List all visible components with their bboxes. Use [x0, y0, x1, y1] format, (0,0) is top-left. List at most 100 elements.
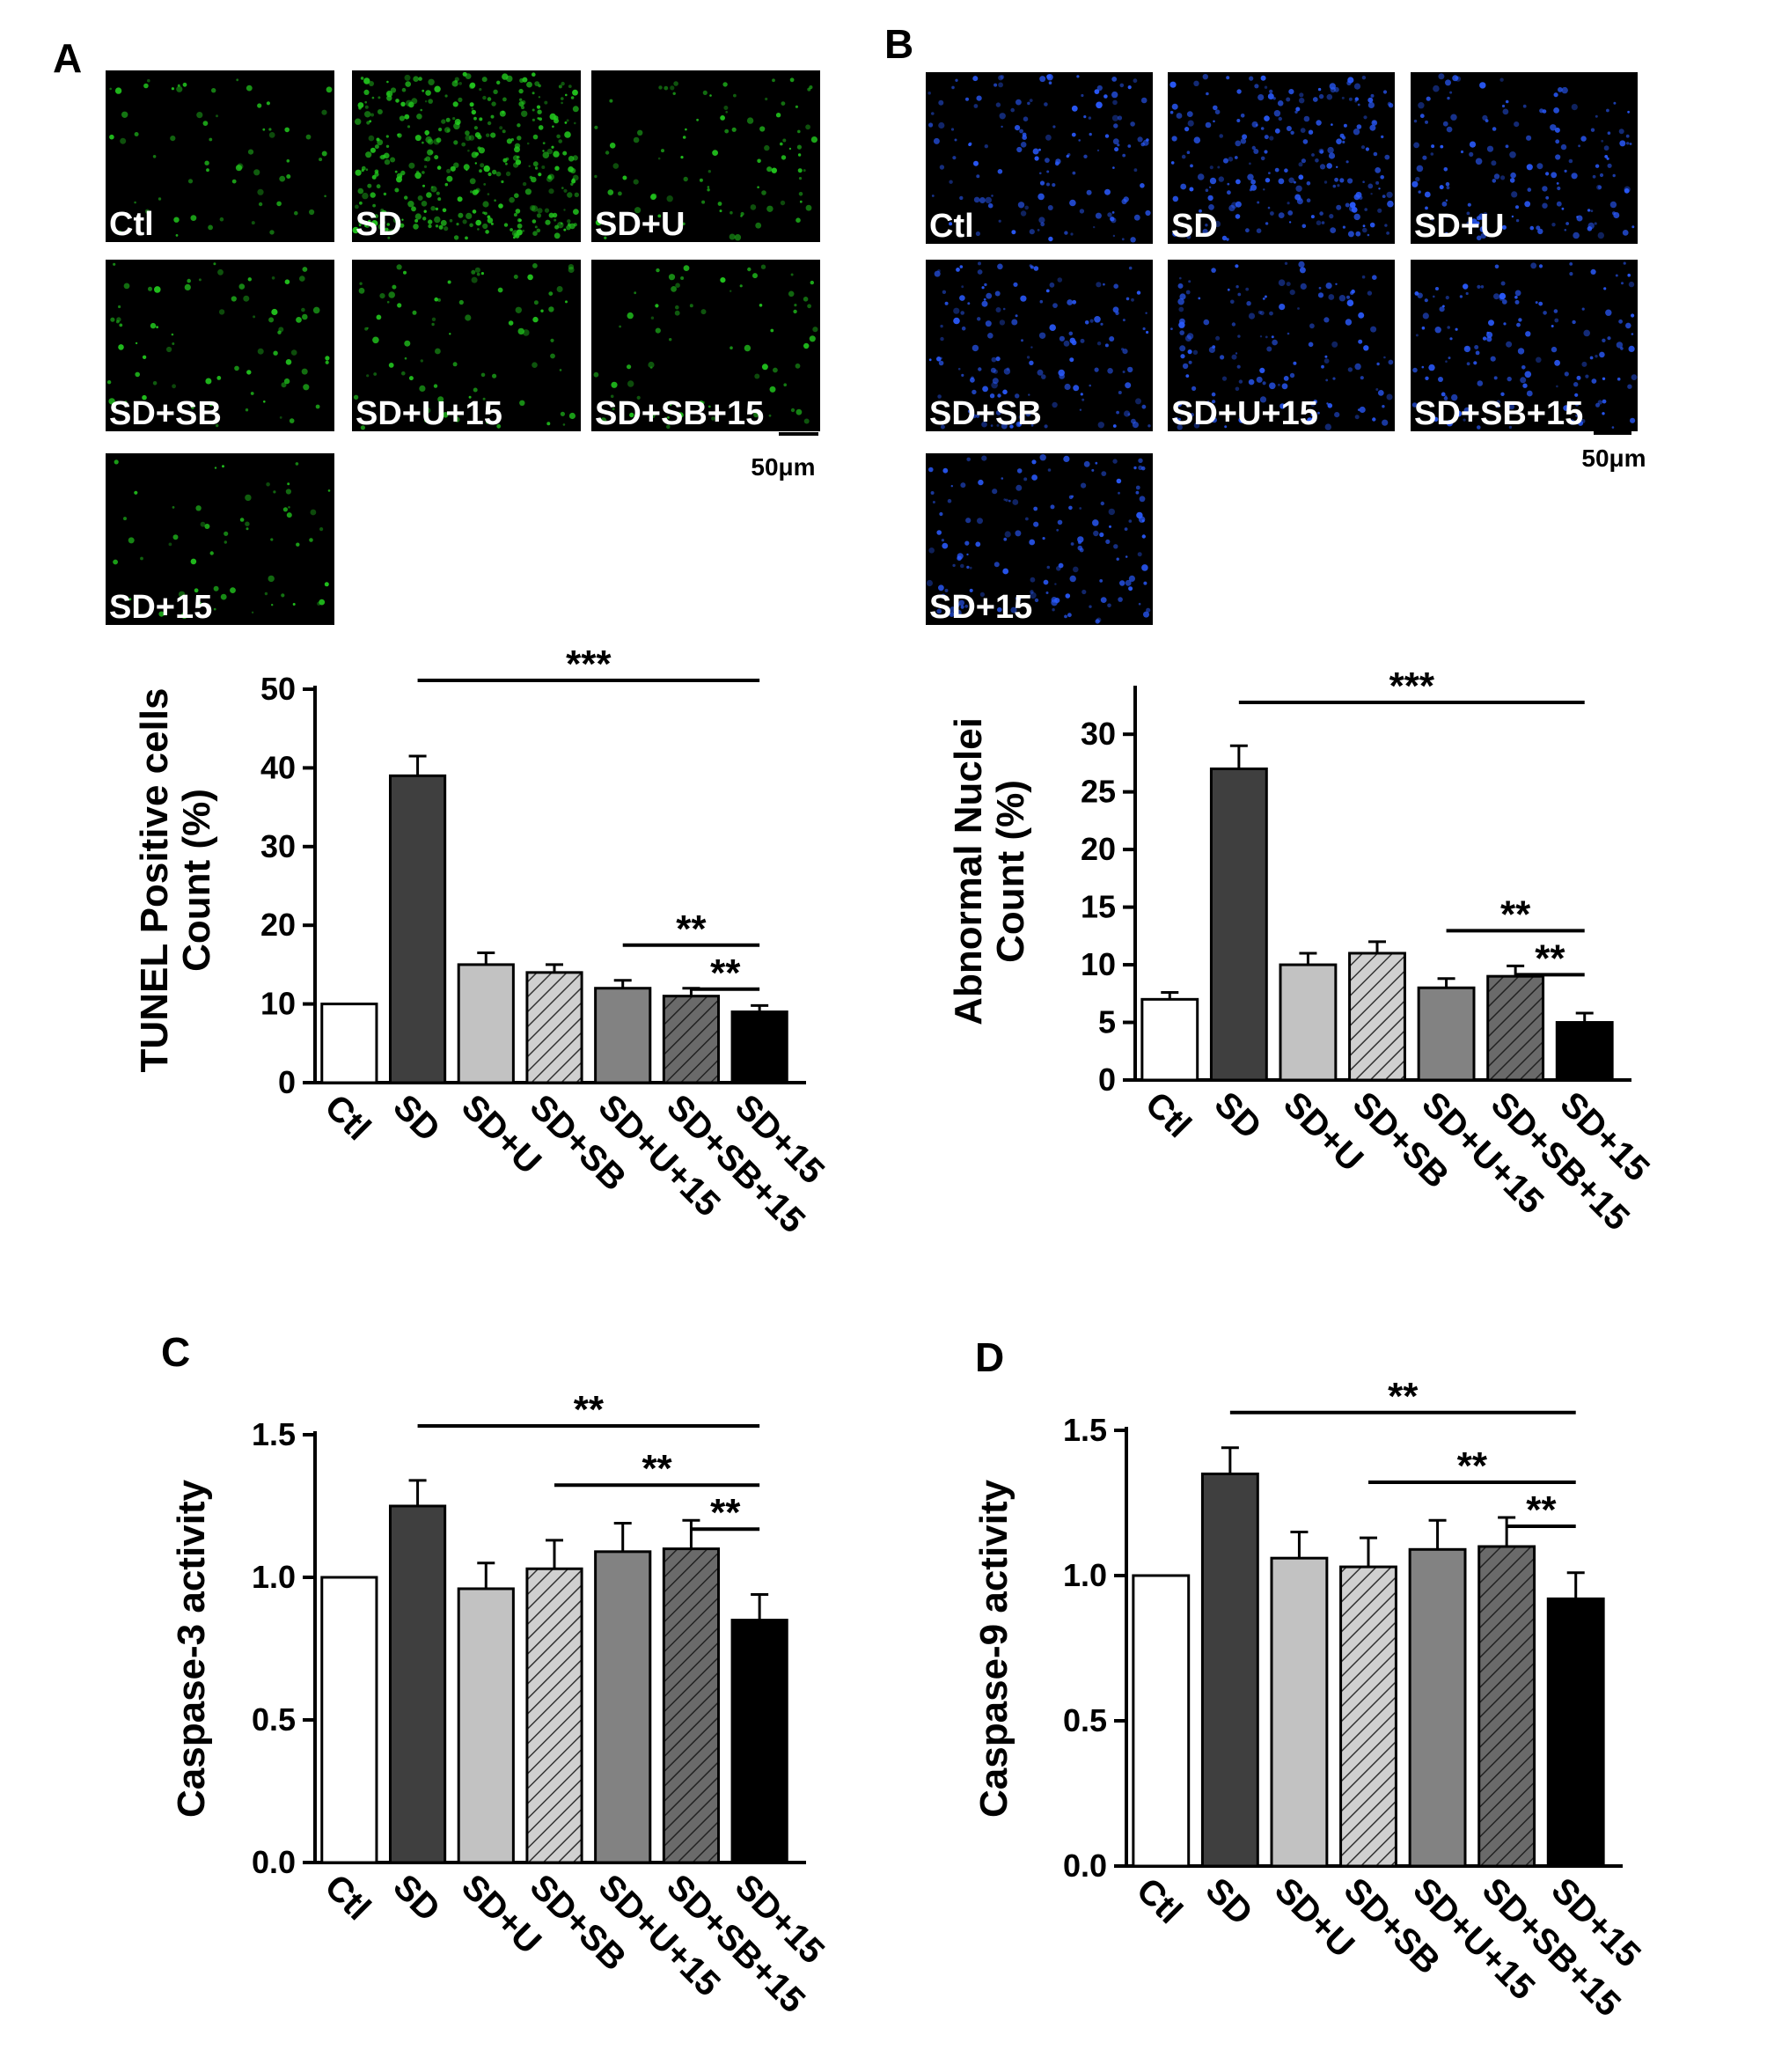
bar-sd-plus-sb: [1339, 1565, 1397, 1868]
panel-letter-b: B: [884, 21, 913, 67]
tunel-bar-chart: 0 10 20 30 40 50 TUNEL Positive cells Count (%)…: [133, 643, 832, 1240]
panel-a-micrographs: Ctl SD SD+U SD+SB SD+U+15 SD+SB+15 SD+15: [106, 70, 820, 626]
y-tick-label: 10: [260, 986, 296, 1022]
bar-sd-plus-sb: [525, 1567, 583, 1864]
bar-sd-plus-u-plus-15: [594, 987, 652, 1084]
y-tick-label: 25: [1081, 774, 1116, 810]
y-axis-title-line: Count (%): [175, 789, 218, 972]
micrograph-label: SD+U: [595, 206, 685, 243]
bar-ctl: [1140, 997, 1199, 1082]
micrograph-cells: [1169, 74, 1394, 241]
x-tick-label: SD: [1206, 1084, 1268, 1146]
y-tick-label: 50: [260, 671, 296, 707]
micrograph-label: SD+SB+15: [595, 395, 764, 432]
y-axis-title: Abnormal Nuclei Count (%): [947, 717, 1032, 1025]
bar-sd-plus-15: [730, 1010, 788, 1084]
y-axis-title-line: TUNEL Positive cells: [133, 688, 176, 1073]
panel-b-scale-bar: 50μm: [1581, 431, 1646, 472]
panel-b-image-sd-plus-u-plus-15: SD+U+15: [1168, 260, 1395, 432]
bar-sd-plus-sb-plus-15: [1486, 974, 1545, 1082]
micrograph-cells: [113, 459, 331, 620]
significance-label: **: [1457, 1444, 1488, 1488]
panel-b-image-ctl: Ctl: [926, 72, 1153, 245]
micrograph-cells: [926, 454, 1151, 624]
significance-label: **: [710, 1491, 741, 1534]
micrograph-cells: [593, 264, 818, 430]
y-axis-title: TUNEL Positive cells Count (%): [133, 688, 218, 1073]
x-tick-label: Ctl: [1138, 1084, 1199, 1145]
micrograph-cells: [109, 78, 333, 237]
x-tick-label: Ctl: [317, 1867, 378, 1928]
micrograph-cells: [1411, 73, 1635, 241]
y-tick-label: 5: [1098, 1004, 1116, 1040]
bar-sd: [388, 1504, 447, 1864]
x-tick-label: SD+U: [454, 1087, 548, 1181]
significance-label: **: [574, 1388, 605, 1431]
micrograph-label: SD: [1171, 208, 1218, 245]
bar-sd-plus-u-plus-15: [1417, 986, 1476, 1082]
y-tick-label: 30: [260, 828, 296, 864]
micrograph-background: [1411, 260, 1638, 431]
bar-sd-plus-u-plus-15: [594, 1550, 652, 1864]
micrograph-cells: [928, 261, 1151, 430]
y-tick-label: 20: [1081, 831, 1116, 867]
y-tick-label: 1.0: [1063, 1557, 1107, 1593]
x-tick-label: SD: [385, 1867, 447, 1929]
y-tick-label: 0.0: [1063, 1848, 1107, 1884]
bar-sd-plus-u: [1270, 1556, 1329, 1868]
bar-sd-plus-u: [457, 963, 515, 1084]
micrograph-cells: [927, 74, 1151, 243]
panel-a-image-ctl: Ctl: [106, 70, 334, 243]
y-tick-label: 15: [1081, 889, 1116, 925]
y-tick-label: 40: [260, 749, 296, 785]
y-axis-title-line: Caspase-3 activity: [170, 1479, 213, 1818]
y-tick-label: 1.5: [252, 1416, 296, 1452]
significance-label: **: [1535, 937, 1565, 980]
y-axis-title-line: Caspase-9 activity: [972, 1479, 1015, 1818]
panel-a-image-sd-plus-sb-plus-15: SD+SB+15: [591, 260, 820, 432]
bar-sd-plus-sb: [1348, 952, 1406, 1082]
bar-sd: [1209, 767, 1268, 1082]
panel-letter-d: D: [975, 1334, 1004, 1380]
significance-label: **: [642, 1447, 672, 1490]
bar-sd-plus-sb: [525, 971, 583, 1084]
micrograph-label: Ctl: [109, 206, 154, 243]
micrograph-label: SD+15: [929, 589, 1032, 626]
bar-ctl: [320, 1576, 378, 1864]
panel-a-image-sd: SD: [352, 70, 581, 243]
x-tick-label: SD+U: [454, 1867, 548, 1961]
micrograph-label: SD+SB+15: [1414, 395, 1583, 432]
bar-sd-plus-sb-plus-15: [662, 995, 721, 1084]
bar-sd-plus-15: [1555, 1021, 1614, 1082]
panel-letter-c: C: [161, 1329, 190, 1375]
micrograph-cells: [353, 263, 576, 430]
micrograph-label: SD: [356, 206, 402, 243]
significance-label: ***: [566, 643, 612, 686]
panel-a-image-sd-plus-u-plus-15: SD+U+15: [352, 260, 581, 432]
x-tick-label: SD: [385, 1087, 447, 1149]
y-tick-label: 0: [1098, 1062, 1116, 1098]
bar-sd-plus-u: [457, 1587, 515, 1864]
y-tick-label: 20: [260, 907, 296, 943]
panel-b-image-sd: SD: [1168, 72, 1395, 245]
y-tick-label: 0.5: [1063, 1702, 1107, 1738]
significance-label: **: [1388, 1375, 1419, 1418]
micrograph-cells: [352, 71, 579, 240]
x-tick-label: SD+U: [1276, 1084, 1370, 1179]
significance-label: **: [1500, 893, 1531, 936]
y-tick-label: 0.0: [252, 1844, 296, 1880]
micrograph-background: [106, 260, 334, 431]
panel-a-image-sd-plus-sb: SD+SB: [106, 260, 334, 432]
panel-a-scale-bar: 50μm: [751, 432, 818, 481]
bar-ctl: [320, 1003, 378, 1084]
bar-ctl: [1132, 1574, 1191, 1868]
bar-sd-plus-15: [1546, 1597, 1605, 1868]
y-tick-label: 1.5: [1063, 1412, 1107, 1448]
x-tick-label: SD+U: [1267, 1870, 1361, 1965]
bar-sd-plus-sb-plus-15: [662, 1547, 721, 1864]
y-tick-label: 1.0: [252, 1559, 296, 1595]
panel-b-micrographs: Ctl SD SD+U SD+SB SD+U+15 SD+SB+15 SD+15: [926, 72, 1638, 626]
micrograph-background: [352, 260, 581, 431]
panel-a-image-sd-plus-u: SD+U: [591, 70, 820, 243]
